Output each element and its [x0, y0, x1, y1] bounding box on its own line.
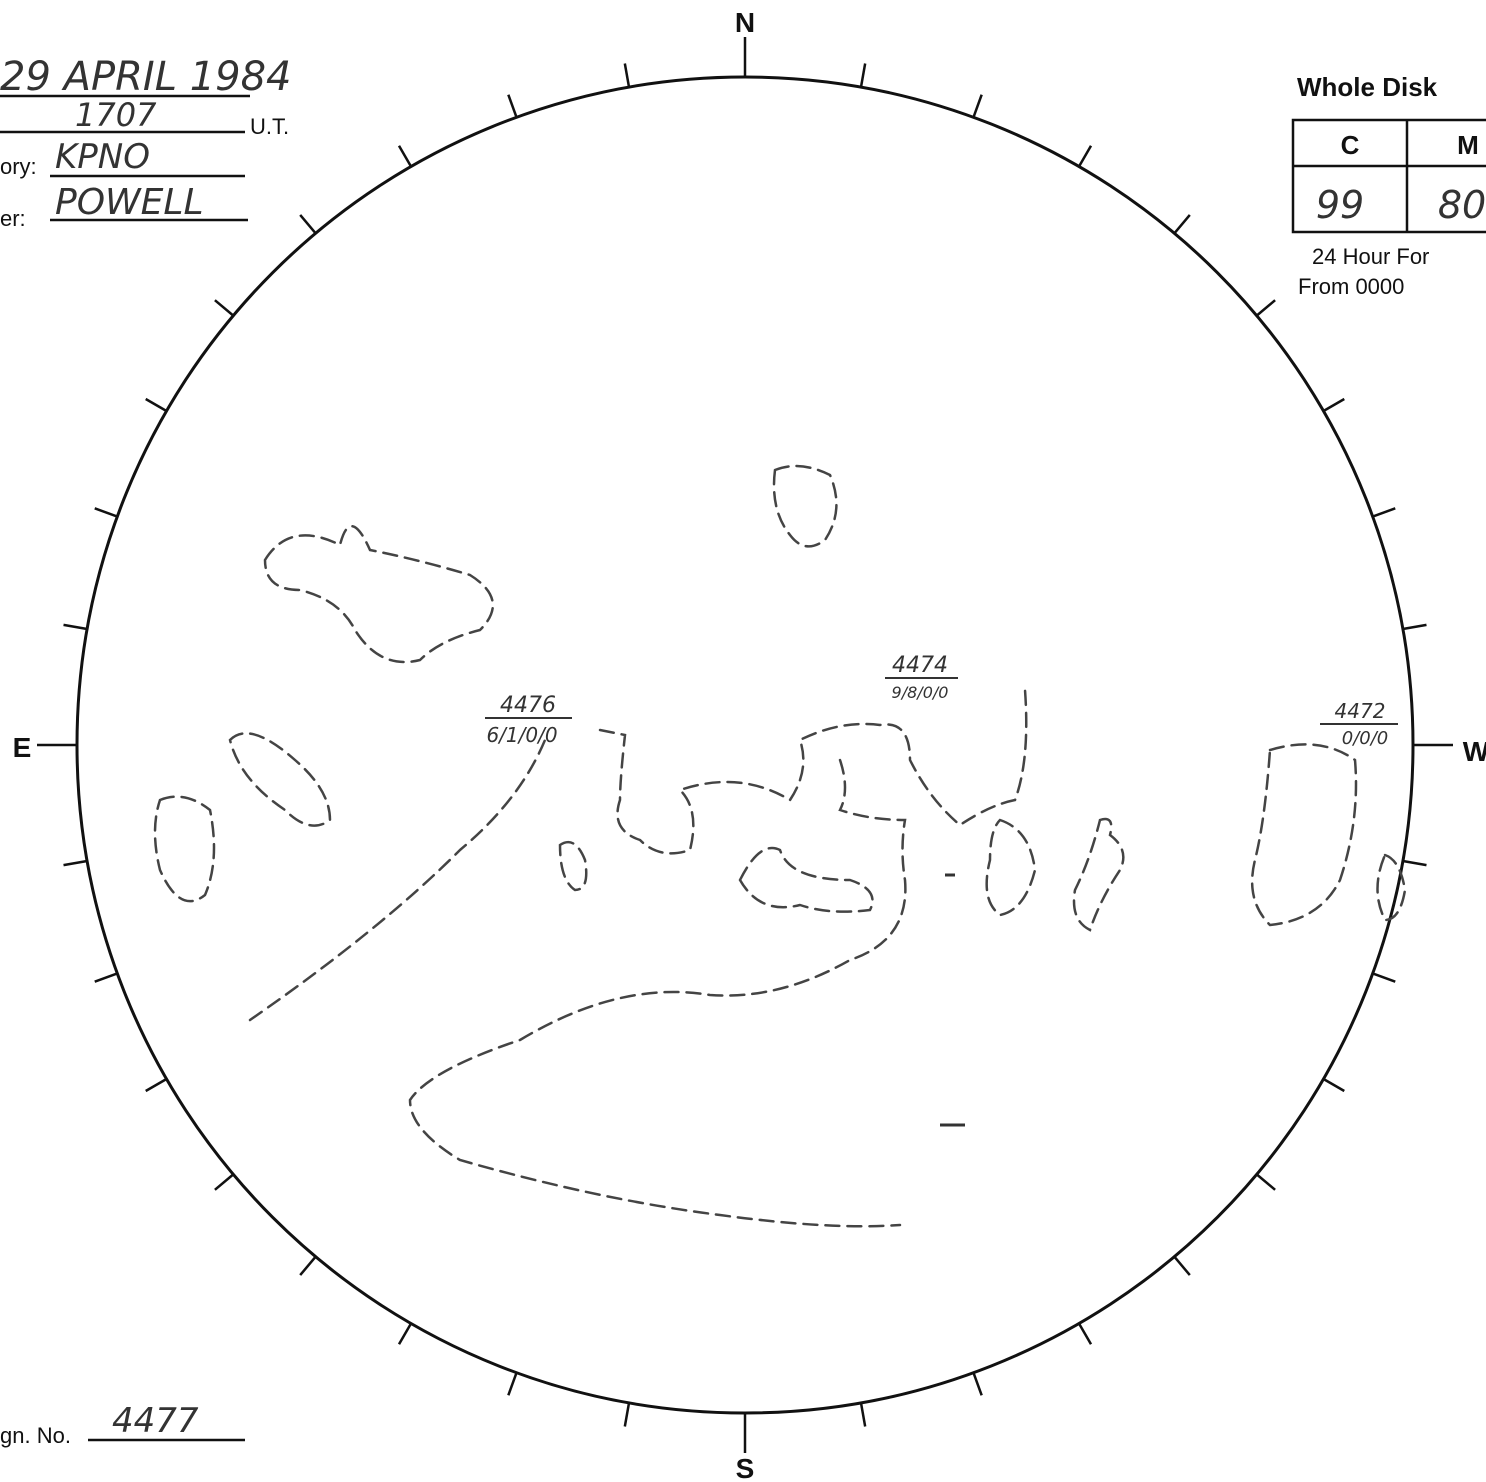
compass-label: S [736, 1453, 755, 1482]
region-number: 4472 [1335, 699, 1386, 723]
note: From 0000 [1298, 274, 1404, 299]
observatory: KPNO [55, 137, 150, 177]
probability: 80 [1438, 183, 1486, 227]
region-class: 6/1/0/0 [486, 723, 557, 747]
rotation-label: gn. No. [0, 1423, 71, 1448]
region-class: 9/8/0/0 [892, 683, 949, 702]
compass-label: E [13, 732, 32, 763]
compass-label: N [735, 7, 755, 38]
rotation-number: 4477 [112, 1401, 199, 1441]
observer-label: er: [0, 206, 26, 231]
note: 24 Hour For [1312, 244, 1429, 269]
region-number: 4474 [892, 653, 948, 678]
time-unit: U.T. [250, 114, 289, 139]
region-class: 0/0/0 [1342, 728, 1389, 749]
column-header: C [1341, 130, 1360, 160]
region-number: 4476 [500, 693, 556, 718]
paper [0, 0, 1486, 1482]
observer: POWELL [55, 182, 204, 223]
whole-disk-title: Whole Disk [1297, 72, 1438, 102]
time: 1707 [75, 96, 157, 134]
probability: 99 [1316, 183, 1364, 227]
date: 29 APRIL 1984 [0, 54, 291, 100]
column-header: M [1457, 130, 1479, 160]
observatory-label: ory: [0, 154, 37, 179]
compass-label: W [1463, 736, 1486, 767]
solar-drawing: 29 APRIL 1984 1707 U.T. ory: KPNO er: PO… [0, 0, 1486, 1482]
